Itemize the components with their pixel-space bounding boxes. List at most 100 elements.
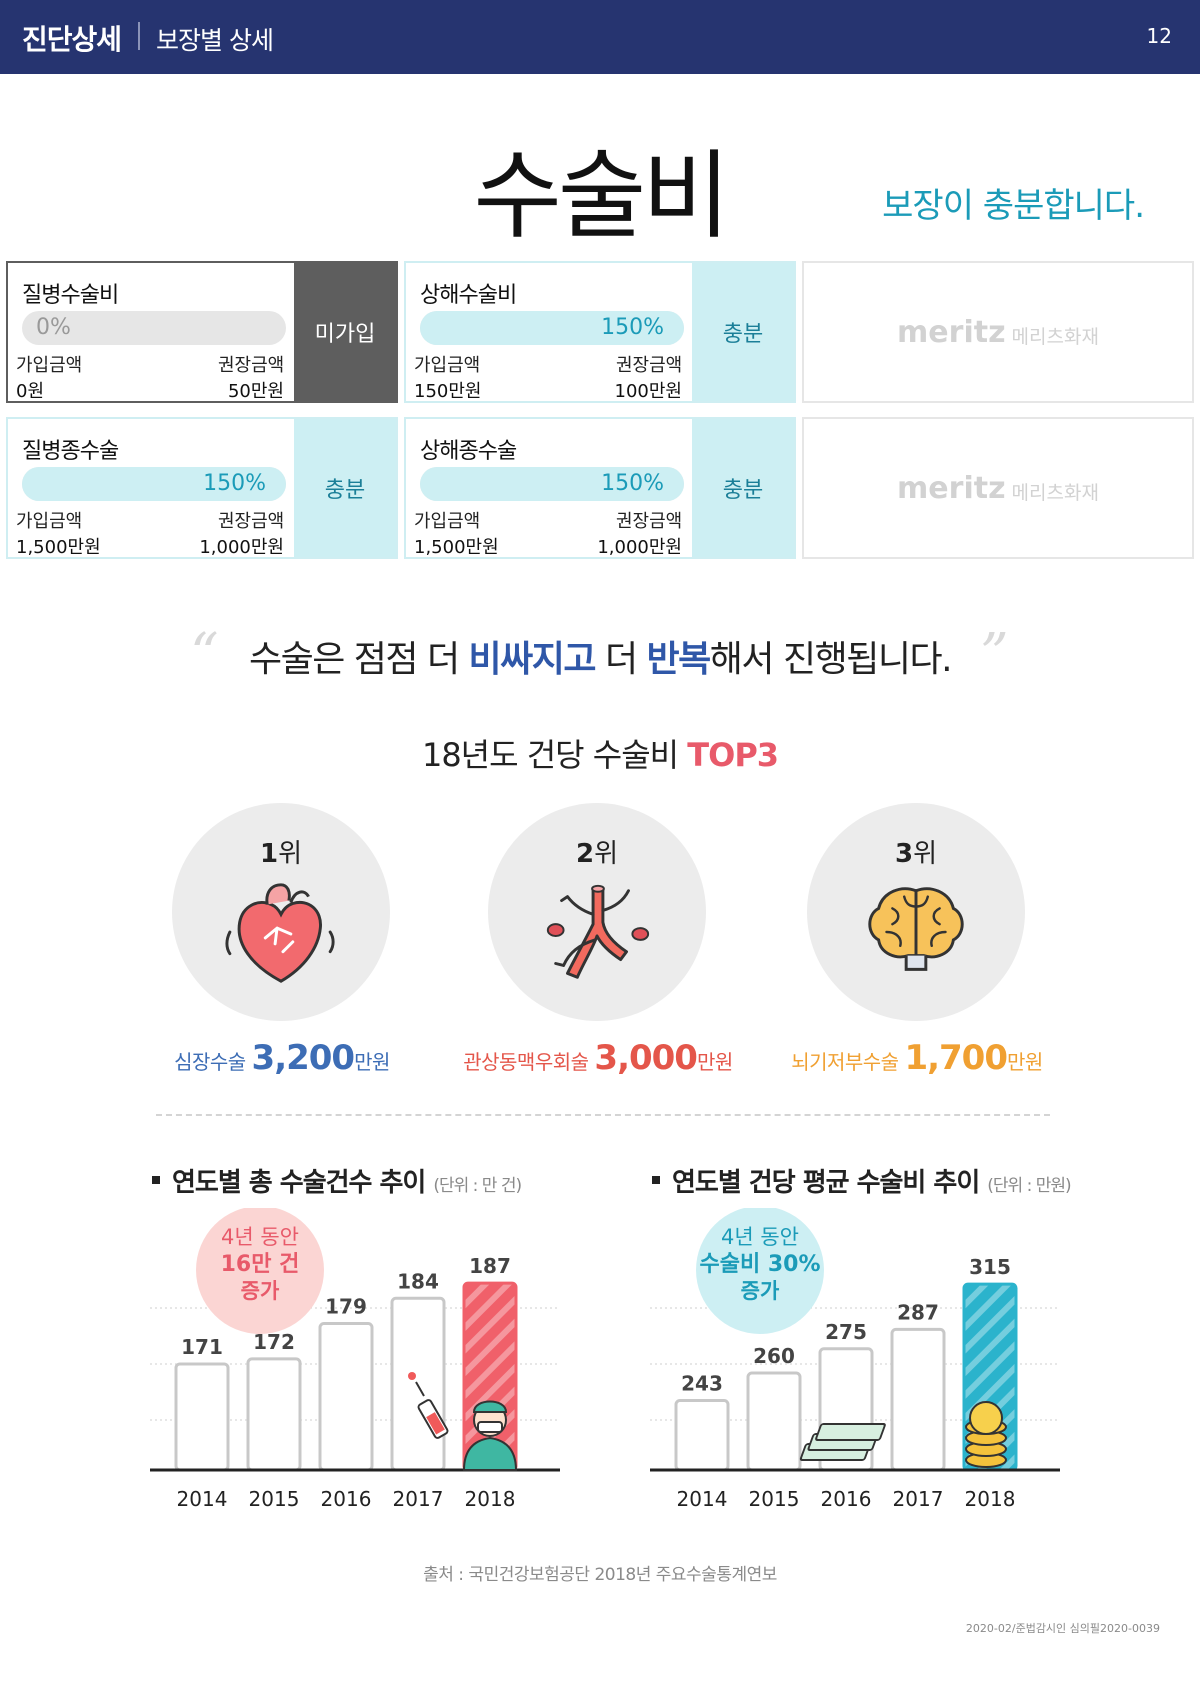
coverage-status-badge: 미가입 (294, 263, 396, 401)
rank-label: 1위 (259, 839, 302, 869)
coverage-card-disease-type-surgery: 질병종수술 150% 가입금액 권장금액 1,500만원 1,000만원 충분 (6, 417, 398, 559)
rank-3-circle: 3위 (807, 803, 1025, 1021)
enrolled-amount: 1,500만원 (16, 537, 101, 558)
header-bar: 진단상세 보장별 상세 12 (0, 0, 1200, 74)
quote-text: 수술은 점점 더 비싸지고 더 반복해서 진행됩니다. (0, 630, 1200, 682)
chart-title-text: 연도별 총 수술건수 추이 (172, 1168, 426, 1198)
surgery-amount: 3,000 (594, 1038, 698, 1078)
rank-1-circle: 1위 (172, 803, 390, 1021)
coverage-card-disease-surgery: 질병수술비 0% 가입금액 권장금액 0원 50만원 미가입 (6, 261, 398, 403)
coverage-name: 질병종수술 (22, 439, 119, 464)
category-label: 2017 (893, 1487, 944, 1511)
coverage-card-injury-surgery: 상해수술비 150% 가입금액 권장금액 150만원 100만원 충분 (404, 261, 796, 403)
quote-emphasis: 반복 (646, 639, 712, 680)
callout-line: 증가 (241, 1279, 280, 1303)
chart-unit-label: (단위 : 만 건) (433, 1176, 522, 1196)
recommended-amount: 1,000만원 (597, 537, 682, 558)
bullet-square-icon (652, 1175, 660, 1184)
enrolled-amount: 0원 (16, 381, 45, 402)
recommended-label: 권장금액 (218, 355, 285, 376)
coverage-progress-track: 150% (420, 467, 684, 501)
surgery-name: 뇌기저부수술 (791, 1050, 899, 1074)
subsection-title: 보장별 상세 (156, 26, 274, 55)
bar-value-label: 184 (397, 1269, 439, 1293)
category-label: 2014 (177, 1487, 228, 1511)
coverage-progress-label: 150% (601, 315, 664, 340)
coverage-name: 상해수술비 (420, 283, 517, 308)
coverage-name: 질병수술비 (22, 283, 119, 308)
chart-callout: 4년 동안 16만 건증가 (196, 1208, 324, 1334)
source-note: 출처 : 국민건강보험공단 2018년 주요수술통계연보 (423, 1565, 777, 1585)
top3-title-highlight: TOP3 (687, 736, 779, 774)
coverage-status-badge: 충분 (692, 419, 794, 557)
page-title: 수술비 (473, 140, 731, 252)
section-title: 진단상세 (22, 23, 122, 56)
category-label: 2018 (965, 1487, 1016, 1511)
category-label: 2014 (677, 1487, 728, 1511)
surgery-unit: 만원 (354, 1050, 390, 1074)
category-label: 2017 (393, 1487, 444, 1511)
callout-line: 4년 동안 (221, 1225, 299, 1249)
bar-value-label: 260 (753, 1344, 795, 1368)
header-divider (138, 22, 140, 50)
callout-line: 수술비 30% (699, 1252, 820, 1277)
coverage-progress-fill (420, 311, 684, 345)
quote-part: 더 (595, 639, 647, 680)
bar-value-label: 315 (969, 1255, 1011, 1279)
top3-title: 18년도 건당 수술비 TOP3 (0, 730, 1200, 776)
recommended-amount: 50만원 (227, 381, 284, 402)
chart-title-text: 연도별 건당 평균 수술비 추이 (672, 1168, 980, 1198)
bar-2016 (318, 1322, 374, 1472)
top3-cost-2: 관상동맥우회술 3,000만원 (428, 1038, 768, 1078)
close-quote-icon: ” (980, 622, 1009, 687)
category-label: 2016 (321, 1487, 372, 1511)
rank-label: 3위 (894, 839, 937, 869)
bar-value-label: 187 (469, 1254, 511, 1278)
coverage-progress-track: 150% (420, 311, 684, 345)
surgery-unit: 만원 (696, 1050, 733, 1074)
recommended-amount: 1,000만원 (199, 537, 284, 558)
section-divider (156, 1114, 1050, 1116)
insurer-logo-korean: 메리츠화재 (1011, 325, 1099, 348)
bar-2017 (890, 1327, 946, 1472)
enrolled-amount: 150만원 (414, 381, 482, 402)
surgery-unit: 만원 (1007, 1050, 1043, 1074)
bar-2015 (746, 1371, 802, 1472)
bar-value-label: 287 (897, 1300, 939, 1324)
insurer-logo-korean: 메리츠화재 (1011, 481, 1099, 504)
coverage-name: 상해종수술 (420, 439, 517, 464)
insurer-logo-card: meritz 메리츠화재 (802, 261, 1194, 403)
chart-surgery-count: 171 2014 172 2015 179 2016 184 2017 187 2018 4년 동안… (150, 1208, 570, 1538)
enrolled-label: 가입금액 (16, 355, 83, 376)
chart-surgery-cost: 243 2014 260 2015 275 2016 287 2017 315 2018 4년 동안… (650, 1208, 1070, 1538)
coverage-progress-track: 150% (22, 467, 286, 501)
insurer-logo-card: meritz 메리츠화재 (802, 417, 1194, 559)
bar-2014 (674, 1399, 730, 1472)
rank-label: 2위 (575, 839, 618, 869)
surgery-name: 관상동맥우회술 (463, 1050, 589, 1074)
bar-value-label: 179 (325, 1295, 367, 1319)
chart-2-title: 연도별 건당 평균 수술비 추이 (단위 : 만원) (652, 1162, 1072, 1199)
surgery-name: 심장수술 (174, 1050, 246, 1074)
chart-1-title: 연도별 총 수술건수 추이 (단위 : 만 건) (152, 1162, 522, 1199)
money-coins-icon (799, 1401, 1007, 1468)
heart-icon (225, 883, 335, 983)
coverage-progress-label: 150% (203, 471, 266, 496)
category-label: 2015 (249, 1487, 300, 1511)
category-label: 2016 (821, 1487, 872, 1511)
quote-emphasis: 비싸지고 (468, 639, 597, 680)
top3-title-text: 18년도 건당 수술비 (421, 736, 688, 774)
chart-surgery-cost-svg: 243 2014 260 2015 275 2016 287 2017 315 2018 4년 동안… (650, 1208, 1060, 1511)
enrolled-amount: 1,500만원 (414, 537, 499, 558)
quote-part: 수술은 점점 더 (248, 639, 469, 680)
bar-value-label: 171 (181, 1335, 223, 1359)
top3-cost-1: 심장수술 3,200만원 (112, 1038, 452, 1078)
open-quote-icon: “ (190, 622, 219, 687)
coverage-progress-fill (22, 467, 286, 501)
enrolled-label: 가입금액 (414, 355, 481, 376)
callout-line: 증가 (741, 1279, 780, 1303)
recommended-label: 권장금액 (616, 511, 683, 532)
coverage-status-badge: 충분 (294, 419, 396, 557)
